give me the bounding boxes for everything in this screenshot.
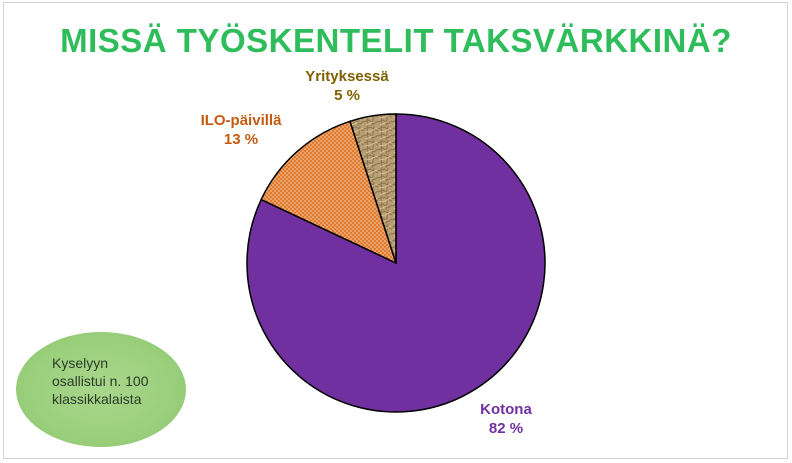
label-kotona-value: 82 % xyxy=(488,420,524,437)
label-yrityksessa: Yrityksessä 5 % xyxy=(292,67,402,105)
slice-yrityksessa xyxy=(349,113,397,264)
label-ilo: ILO-päivillä 13 % xyxy=(186,111,296,149)
label-kotona-name: Kotona xyxy=(480,401,532,418)
chart-title: MISSÄ TYÖSKENTELIT TAKSVÄRKKINÄ? xyxy=(60,22,732,59)
slice-ilo-paivilla xyxy=(260,120,398,265)
label-kotona: Kotona 82 % xyxy=(456,400,556,438)
participants-note-text: Kyselyyn osallistui n. 100 klassikkalais… xyxy=(52,355,149,407)
label-ilo-name: ILO-päivillä xyxy=(200,112,282,129)
label-yrityksessa-value: 5 % xyxy=(334,87,360,104)
participants-note-ellipse xyxy=(16,332,186,447)
label-yrityksessa-name: Yrityksessä xyxy=(305,68,389,85)
label-ilo-value: 13 % xyxy=(223,131,259,148)
